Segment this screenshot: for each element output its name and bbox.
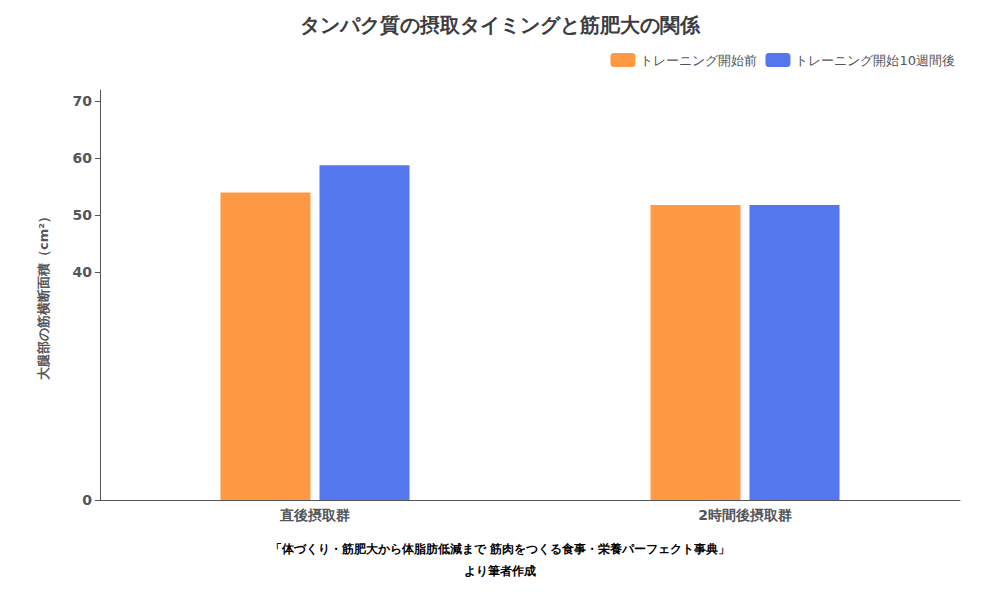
svg-text:大腿部の筋横断面積（cm²）: 大腿部の筋横断面積（cm²） bbox=[36, 210, 51, 380]
svg-text:タンパク質の摂取タイミングと筋肥大の関係: タンパク質の摂取タイミングと筋肥大の関係 bbox=[300, 13, 701, 37]
svg-text:40: 40 bbox=[73, 264, 93, 280]
svg-text:60: 60 bbox=[73, 150, 93, 166]
svg-text:「体づくり・筋肥大から体脂肪低減まで 筋肉をつくる食事・栄養: 「体づくり・筋肥大から体脂肪低減まで 筋肉をつくる食事・栄養パーフェクト事典」 bbox=[270, 542, 730, 556]
svg-text:70: 70 bbox=[73, 93, 93, 109]
svg-text:0: 0 bbox=[82, 492, 92, 508]
svg-text:直後摂取群: 直後摂取群 bbox=[279, 507, 350, 523]
svg-text:50: 50 bbox=[73, 207, 93, 223]
svg-text:トレーニング開始前: トレーニング開始前 bbox=[640, 53, 757, 68]
svg-text:トレーニング開始10週間後: トレーニング開始10週間後 bbox=[795, 53, 955, 68]
svg-text:より筆者作成: より筆者作成 bbox=[464, 564, 536, 578]
svg-text:2時間後摂取群: 2時間後摂取群 bbox=[698, 507, 792, 523]
